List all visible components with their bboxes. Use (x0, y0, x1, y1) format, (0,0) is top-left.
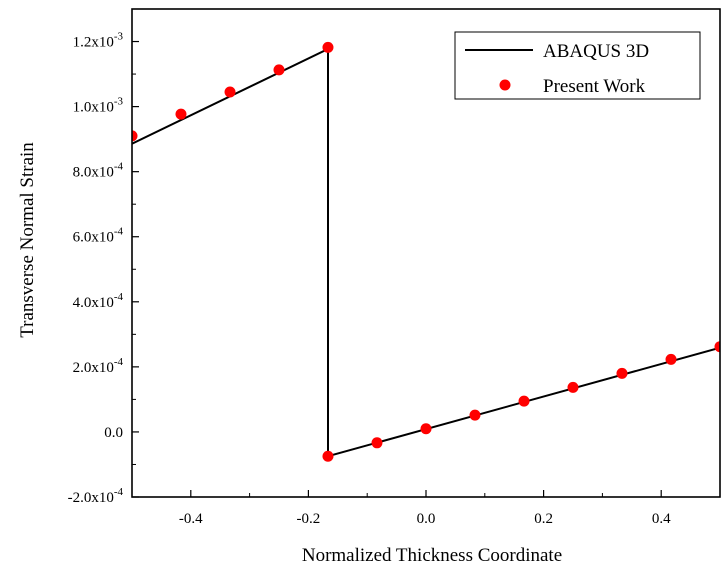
y-axis-title: Transverse Normal Strain (17, 142, 38, 338)
series-layer (132, 41, 720, 462)
legend-marker-swatch (499, 79, 511, 91)
plot-frame (131, 8, 721, 498)
x-axis-title: Normalized Thickness Coordinate (302, 545, 562, 566)
y-tick-label: 0.0 (104, 425, 123, 441)
data-point-present-work (567, 381, 579, 393)
data-point-present-work (518, 395, 530, 407)
y-tick-label: 6.0x10-4 (73, 226, 124, 246)
y-axis-ticks: -2.0x10-4 0.0 2.0x10-4 4.0x10-4 6.0x10-4 8.0x… (68, 31, 139, 506)
data-point-present-work (132, 130, 138, 142)
data-point-present-work (224, 86, 236, 98)
data-point-present-work (469, 409, 481, 421)
legend-label-present-work: Present Work (543, 76, 646, 97)
x-axis-ticks: -0.4 -0.2 0.0 0.2 0.4 (131, 490, 721, 527)
data-point-present-work (175, 108, 187, 120)
x-tick-label: -0.2 (297, 511, 321, 527)
data-point-present-work (420, 423, 432, 435)
data-point-present-work (714, 341, 720, 353)
x-tick-label: -0.4 (179, 511, 203, 527)
x-tick-label: 0.0 (417, 511, 436, 527)
legend: ABAQUS 3D Present Work (454, 31, 701, 100)
x-tick-label: 0.2 (534, 511, 553, 527)
series-line-abaqus-3d (132, 47, 720, 458)
x-tick-label: 0.4 (652, 511, 671, 527)
legend-label-abaqus: ABAQUS 3D (543, 41, 649, 62)
y-tick-label: -2.0x10-4 (68, 486, 124, 506)
data-point-present-work (322, 450, 334, 462)
y-tick-label: 1.2x10-3 (73, 31, 124, 51)
data-point-present-work (322, 41, 334, 53)
data-point-present-work (665, 353, 677, 365)
data-point-present-work (371, 437, 383, 449)
y-tick-label: 8.0x10-4 (73, 161, 124, 181)
data-point-present-work (273, 64, 285, 76)
y-tick-label: 1.0x10-3 (73, 96, 124, 116)
data-point-present-work (616, 367, 628, 379)
y-tick-label: 4.0x10-4 (73, 291, 124, 311)
legend-box (454, 31, 701, 100)
y-tick-label: 2.0x10-4 (73, 356, 124, 376)
